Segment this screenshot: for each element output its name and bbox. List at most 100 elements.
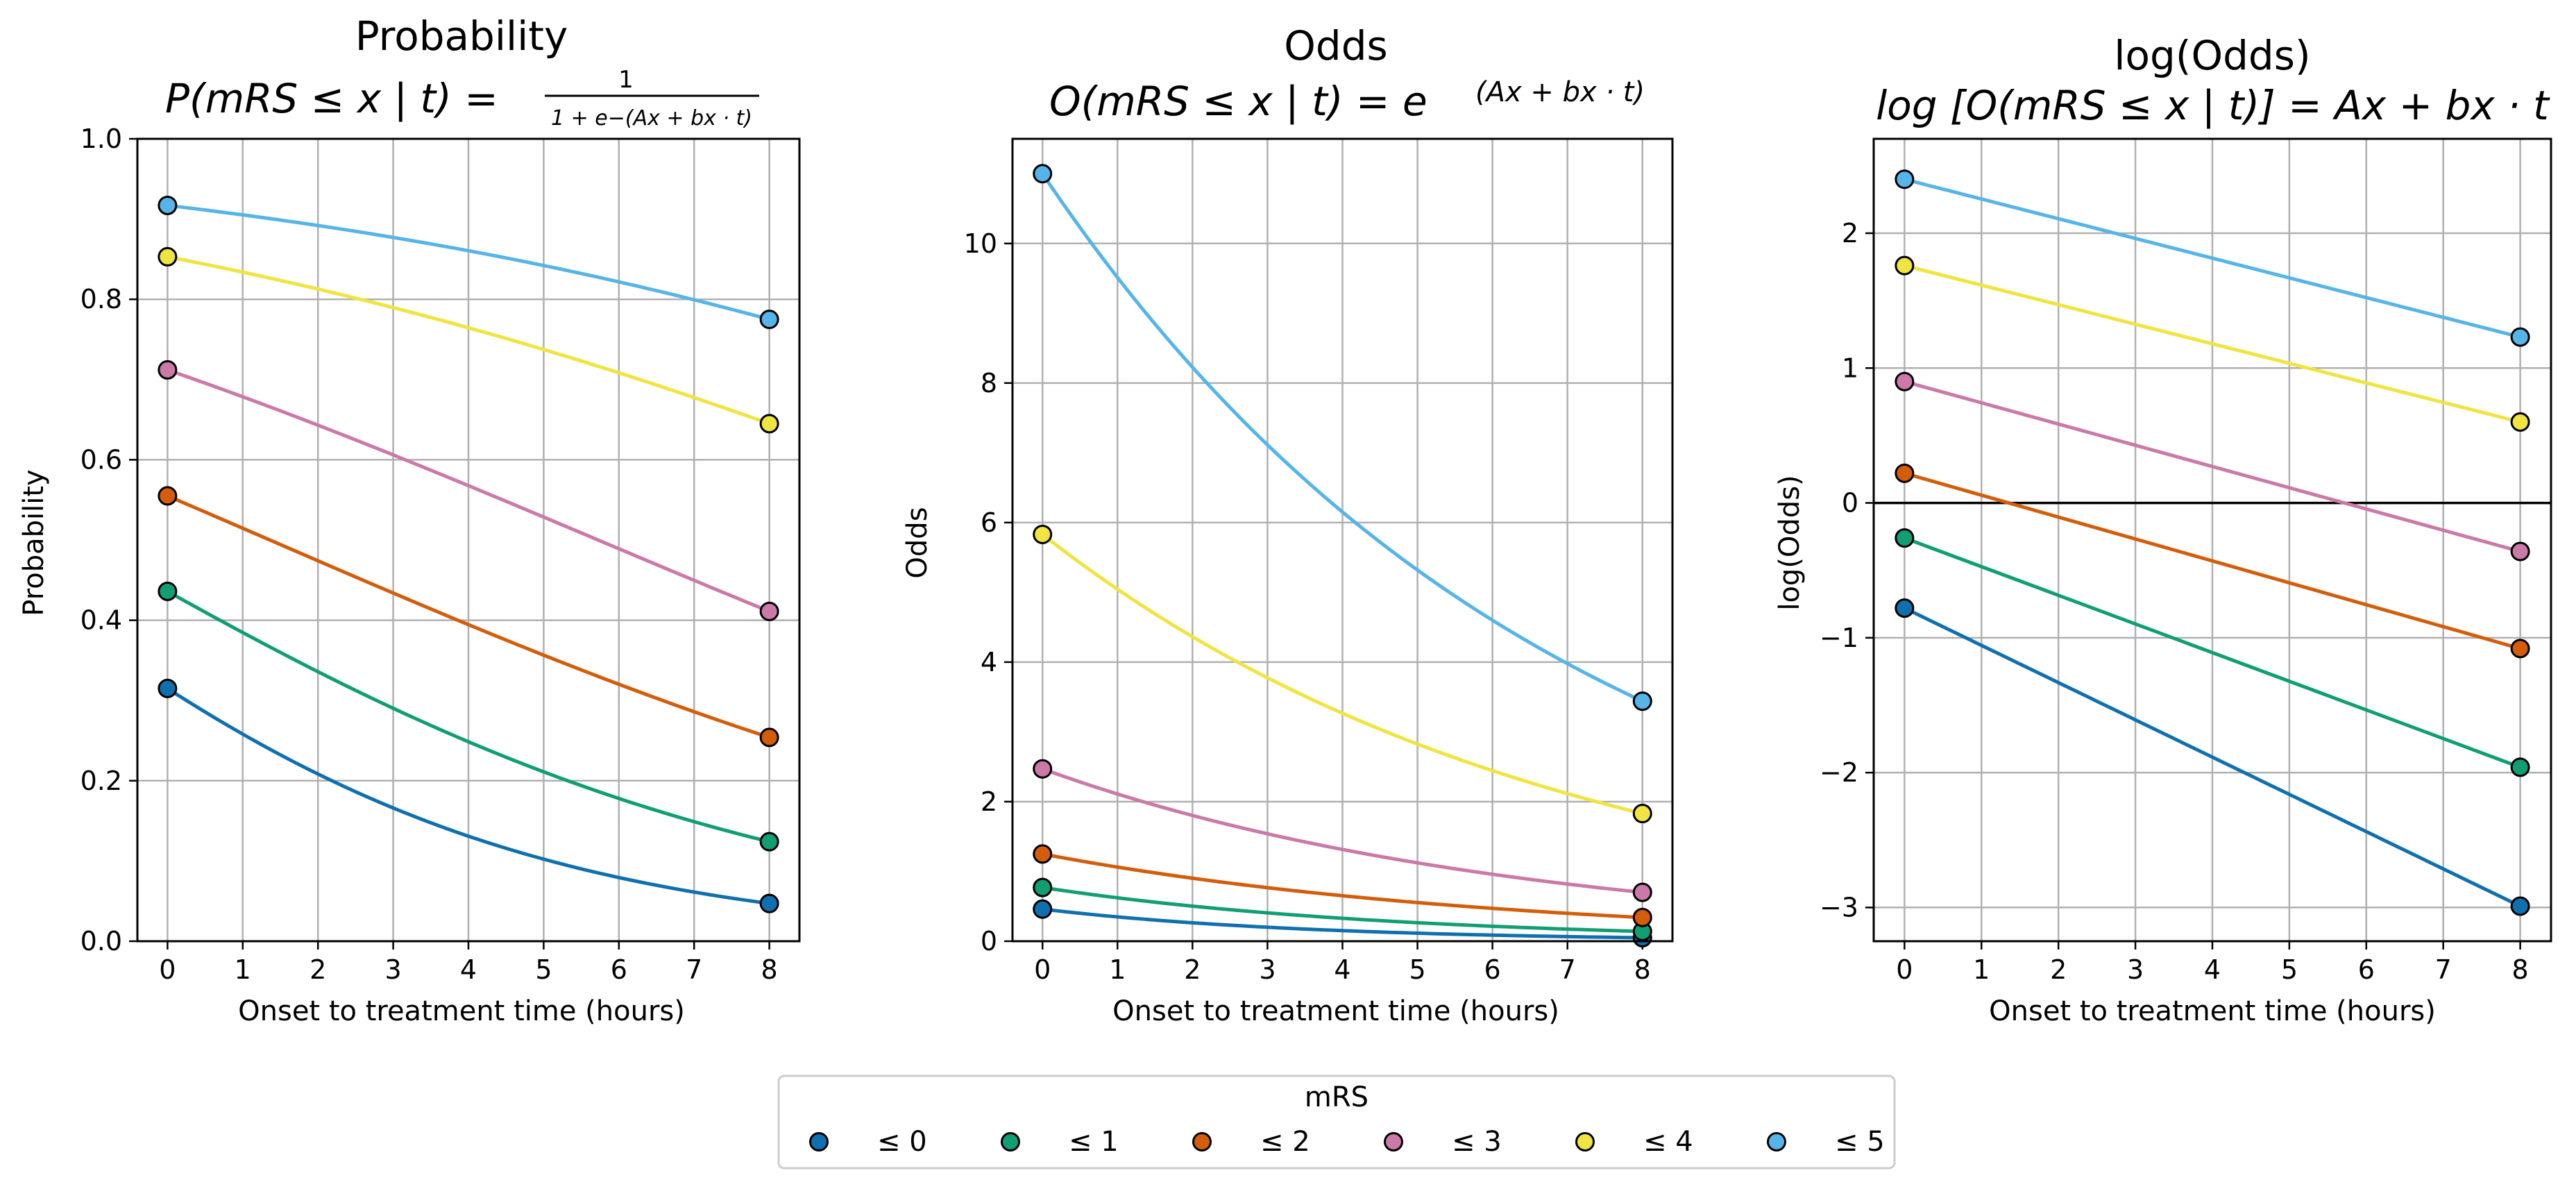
- legend-entries: ≤ 0 ≤ 1 ≤ 2 ≤ 3 ≤ 4 ≤ 5: [809, 1126, 1885, 1158]
- y-tick-label: 0.2: [80, 766, 122, 796]
- legend-label: ≤ 4: [1643, 1126, 1693, 1158]
- panel-3-title: log(Odds): [2114, 32, 2310, 79]
- x-tick-label: 7: [686, 954, 702, 985]
- y-tick-label: 0: [981, 926, 997, 956]
- data-point: [158, 360, 178, 380]
- panel-2-title: Odds: [1284, 22, 1388, 69]
- x-tick-label: 5: [2281, 954, 2298, 985]
- data-point: [1895, 255, 1915, 276]
- legend-marker: [1767, 1132, 1786, 1152]
- panel-3-titles: log(Odds) log [O(mRS ≤ x | t)] = Ax + bx…: [1876, 32, 2550, 129]
- panel-1-formula-denominator: 1 + e−(Ax + bx · t): [551, 106, 752, 130]
- x-tick-label: 5: [1409, 954, 1425, 985]
- y-tick-label: 0: [1842, 488, 1858, 518]
- data-point: [759, 893, 779, 913]
- data-point: [2510, 639, 2530, 659]
- legend-marker: [1384, 1132, 1403, 1152]
- data-point: [759, 601, 779, 621]
- x-tick-label: 3: [384, 954, 401, 985]
- legend-label: ≤ 3: [1452, 1126, 1502, 1158]
- x-tick-label: 1: [235, 954, 251, 985]
- legend-title: mRS: [1305, 1081, 1368, 1113]
- x-tick-label: 0: [159, 954, 176, 985]
- panel-1-titles: Probability P(mRS ≤ x | t) = 1 1 + e−(Ax…: [165, 12, 759, 130]
- data-point: [158, 678, 178, 698]
- x-tick-label: 8: [1634, 954, 1651, 985]
- x-tick-label: 4: [1334, 954, 1350, 985]
- data-point: [2510, 412, 2530, 432]
- series-line-2: [1904, 471, 2521, 650]
- x-tick-label: 6: [611, 954, 627, 985]
- data-point: [158, 581, 178, 601]
- y-tick-label: 1.0: [80, 124, 122, 154]
- data-point: [1895, 528, 1915, 548]
- panel-2-formula-exponent: (Ax + bx · t): [1475, 76, 1645, 108]
- y-tick-label: 0.8: [80, 284, 122, 314]
- y-tick-label: 1: [1842, 353, 1858, 383]
- x-tick-label: 4: [2204, 954, 2221, 985]
- y-tick-label: −3: [1820, 892, 1858, 922]
- legend: mRS ≤ 0 ≤ 1 ≤ 2 ≤ 3 ≤ 4 ≤ 5: [777, 1074, 1896, 1170]
- y-tick-label: −2: [1820, 757, 1858, 788]
- data-point: [158, 195, 178, 215]
- data-point: [759, 414, 779, 434]
- data-point: [759, 310, 779, 330]
- series-line-1: [1904, 536, 2521, 769]
- axes-frame: [136, 137, 801, 943]
- legend-label: ≤ 5: [1835, 1126, 1885, 1158]
- series-line-1: [1042, 886, 1643, 934]
- data-point: [1895, 169, 1915, 189]
- y-tick-label: 2: [1842, 218, 1858, 248]
- series-line-0: [167, 686, 770, 906]
- x-tick-label: 7: [2435, 954, 2452, 985]
- x-tick-label: 8: [761, 954, 778, 985]
- x-tick-label: 2: [310, 954, 326, 985]
- panel-1-probability: 0 1 2 3 4 5 6 7 8 0.0 0.2 0.4 0.6 0.8 1.0: [80, 124, 801, 985]
- data-point: [158, 246, 178, 267]
- data-point: [1632, 804, 1652, 824]
- series-line-2: [167, 494, 770, 739]
- y-tick-label: 2: [981, 786, 997, 817]
- data-point: [1033, 899, 1053, 919]
- legend-frame: [777, 1074, 1896, 1170]
- series-line-5: [1904, 177, 2521, 339]
- series-line-3: [167, 368, 770, 614]
- panel-1-title: Probability: [355, 12, 568, 60]
- panel-1-ylabel: Probability: [18, 469, 50, 616]
- y-tick-label: 0.0: [80, 926, 122, 956]
- series-line-4: [1041, 532, 1643, 816]
- panel-1-xlabel: Onset to treatment time (hours): [238, 995, 685, 1027]
- series-line-4: [167, 255, 770, 425]
- x-tick-label: 6: [1484, 954, 1501, 985]
- legend-marker: [1575, 1132, 1595, 1152]
- panel-2-odds: 0 1 2 3 4 5 6 7 8 0 2 4 6 8 10: [964, 137, 1674, 985]
- data-point: [1033, 164, 1053, 184]
- panel-3-formula: log [O(mRS ≤ x | t)] = Ax + bx · t: [1876, 82, 2550, 129]
- data-point: [759, 832, 779, 852]
- data-point: [1895, 598, 1915, 618]
- x-tick-label: 3: [1259, 954, 1276, 985]
- data-point: [1895, 371, 1915, 391]
- data-point: [1033, 844, 1053, 864]
- x-tick-label: 8: [2512, 954, 2529, 985]
- legend-label: ≤ 1: [1069, 1126, 1119, 1158]
- data-point: [158, 486, 178, 506]
- data-point: [759, 727, 779, 748]
- y-tick-label: 0.6: [80, 444, 122, 475]
- y-tick-label: 4: [981, 647, 997, 677]
- panel-3-xlabel: Onset to treatment time (hours): [1989, 995, 2436, 1027]
- x-tick-label: 0: [1896, 954, 1913, 985]
- data-point: [2510, 541, 2530, 562]
- x-tick-label: 5: [535, 954, 552, 985]
- data-point: [1033, 524, 1053, 544]
- x-tick-label: 2: [1184, 954, 1201, 985]
- x-tick-label: 1: [1109, 954, 1126, 985]
- panel-2-formula-lhs: O(mRS ≤ x | t) = e: [1049, 78, 1427, 125]
- x-tick-label: 3: [2127, 954, 2144, 985]
- data-point: [2510, 327, 2530, 347]
- legend-marker: [1192, 1132, 1212, 1152]
- panel-3-ylabel: log(Odds): [1774, 475, 1806, 610]
- data-point: [2510, 757, 2530, 777]
- x-tick-label: 2: [2050, 954, 2067, 985]
